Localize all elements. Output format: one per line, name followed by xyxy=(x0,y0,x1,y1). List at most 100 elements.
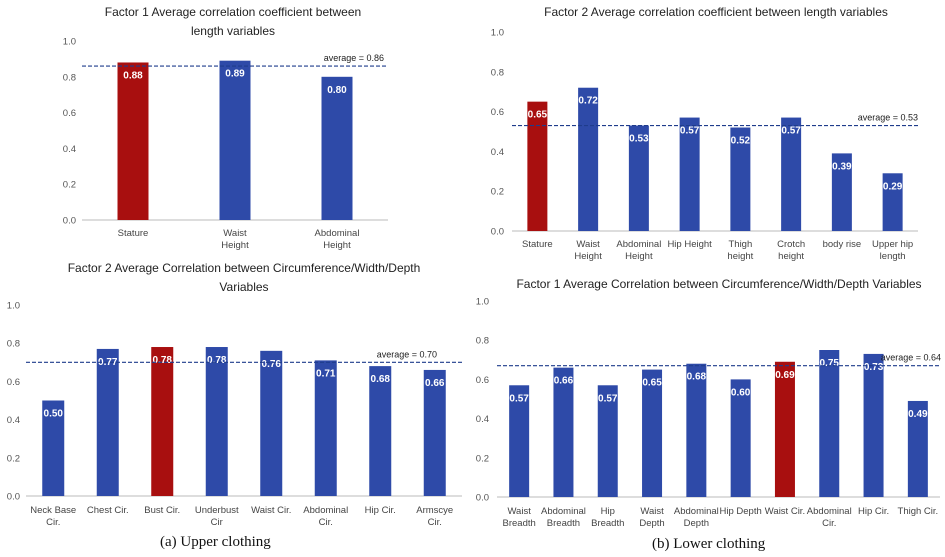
caption-upper-clothing: (a) Upper clothing xyxy=(160,534,271,550)
chart-upper-length-y-tick-label: 0.4 xyxy=(63,144,76,155)
chart-lower-circumference-bar xyxy=(597,385,618,497)
chart-upper-circumference-category-label: Bust Cir. xyxy=(144,505,180,516)
chart-upper-circumference-category-label: Cir. xyxy=(428,517,442,528)
chart-lower-circumference-y-tick-label: 0.4 xyxy=(476,414,489,425)
chart-upper-circumference-y-tick-label: 0.4 xyxy=(7,415,20,426)
chart-lower-length-category-label: Waist xyxy=(576,239,600,250)
chart-lower-length-category-label: height xyxy=(727,251,753,262)
chart-lower-length-bar xyxy=(679,117,700,231)
chart-lower-length-category-label: Stature xyxy=(522,239,553,250)
chart-lower-length-y-tick-label: 1.0 xyxy=(491,28,504,39)
chart-lower-circumference-category-label: Waist xyxy=(640,506,664,517)
chart-lower-circumference-data-label: 0.66 xyxy=(554,376,574,387)
chart-lower-circumference-category-label: Breadth xyxy=(503,518,536,529)
chart-upper-length-bar xyxy=(117,62,149,221)
chart-upper-length-title-line: length variables xyxy=(191,24,275,38)
chart-lower-length-bar xyxy=(730,127,751,231)
chart-lower-length-bar xyxy=(527,101,548,232)
chart-lower-length-bar xyxy=(628,125,649,231)
chart-upper-length-category-label: Stature xyxy=(118,228,149,239)
chart-lower-length-category-label: Thigh xyxy=(728,239,752,250)
chart-lower-length-title-line: Factor 2 Average correlation coefficient… xyxy=(544,5,888,19)
chart-upper-circumference-bar xyxy=(423,369,446,496)
chart-lower-circumference-y-tick-label: 0.2 xyxy=(476,453,489,464)
chart-upper-circumference-y-tick-label: 0.6 xyxy=(7,377,20,388)
chart-upper-circumference-data-label: 0.68 xyxy=(371,374,391,385)
chart-lower-circumference-bar xyxy=(907,400,928,497)
chart-upper-circumference-bar xyxy=(314,360,337,496)
chart-lower-length-data-label: 0.65 xyxy=(528,110,548,121)
chart-lower-length-data-label: 0.52 xyxy=(731,136,751,147)
chart-upper-circumference-category-label: Hip Cir. xyxy=(365,505,396,516)
chart-lower-circumference-y-tick-label: 1.0 xyxy=(476,297,489,308)
chart-upper-length-category-label: Height xyxy=(221,240,249,251)
chart-lower-length-data-label: 0.57 xyxy=(680,126,700,137)
chart-upper-circumference-title-line: Variables xyxy=(219,280,268,294)
chart-upper-circumference-bar xyxy=(42,400,65,496)
chart-upper-length-bar xyxy=(219,60,251,220)
chart-upper-circumference-bar xyxy=(205,347,228,496)
chart-upper-circumference-category-label: Neck Base xyxy=(30,505,76,516)
chart-lower-length-y-tick-label: 0.4 xyxy=(491,147,504,158)
chart-lower-circumference-data-label: 0.60 xyxy=(731,387,751,398)
chart-upper-circumference-y-tick-label: 0.8 xyxy=(7,339,20,350)
chart-lower-circumference-category-label: Depth xyxy=(684,518,709,529)
chart-upper-circumference-bar xyxy=(260,350,283,496)
chart-lower-length-bar xyxy=(578,87,599,231)
chart-lower-circumference-category-label: Breadth xyxy=(547,518,580,529)
chart-upper-circumference-data-label: 0.71 xyxy=(316,368,336,379)
chart-upper-circumference-category-label: Armscye xyxy=(416,505,453,516)
chart-upper-circumference-bar xyxy=(369,366,392,496)
chart-lower-length-data-label: 0.57 xyxy=(781,126,801,137)
chart-lower-circumference-bar xyxy=(642,369,663,497)
chart-lower-length-y-tick-label: 0.0 xyxy=(491,227,504,238)
chart-lower-length-category-label: height xyxy=(778,251,804,262)
chart-upper-length-y-tick-label: 0.6 xyxy=(63,108,76,119)
chart-lower-circumference-data-label: 0.69 xyxy=(775,370,795,381)
chart-lower-circumference-category-label: Waist xyxy=(507,506,531,517)
chart-lower-circumference-bar xyxy=(819,350,840,497)
chart-lower-circumference-data-label: 0.49 xyxy=(908,409,928,420)
chart-lower-circumference-bar xyxy=(863,353,884,497)
chart-upper-circumference-average-label: average = 0.70 xyxy=(377,349,437,359)
chart-upper-length-bar xyxy=(321,76,353,220)
chart-upper-circumference-category-label: Chest Cir. xyxy=(87,505,129,516)
chart-upper-length-y-tick-label: 0.0 xyxy=(63,216,76,227)
chart-upper-circumference-bar xyxy=(96,348,119,496)
chart-upper-length-y-tick-label: 0.2 xyxy=(63,180,76,191)
chart-lower-circumference-y-tick-label: 0.8 xyxy=(476,336,489,347)
chart-lower-circumference-category-label: Cir. xyxy=(822,518,836,529)
chart-upper-circumference-y-tick-label: 0.2 xyxy=(7,453,20,464)
chart-lower-circumference-category-label: Abdominal xyxy=(541,506,586,517)
chart-upper-circumference-data-label: 0.76 xyxy=(262,359,282,370)
chart-lower-length-average-label: average = 0.53 xyxy=(858,113,918,123)
chart-upper-length-average-label: average = 0.86 xyxy=(324,53,384,63)
chart-upper-length-data-label: 0.89 xyxy=(225,69,245,80)
chart-upper-circumference-y-tick-label: 0.0 xyxy=(7,492,20,503)
caption-lower-clothing: (b) Lower clothing xyxy=(652,536,766,552)
chart-upper-circumference-bar xyxy=(151,347,174,496)
chart-lower-length-category-label: Height xyxy=(574,251,602,262)
chart-upper-length-y-tick-label: 0.8 xyxy=(63,72,76,83)
chart-lower-circumference-average-label: average = 0.64 xyxy=(881,353,941,363)
chart-lower-circumference-title-line: Factor 1 Average Correlation between Cir… xyxy=(516,277,921,291)
chart-lower-circumference-data-label: 0.57 xyxy=(598,393,618,404)
chart-lower-circumference-bar xyxy=(686,363,707,497)
chart-lower-circumference-bar xyxy=(774,361,795,497)
chart-lower-circumference-data-label: 0.73 xyxy=(864,362,884,373)
chart-lower-length-category-label: Height xyxy=(625,251,653,262)
chart-lower-circumference-y-tick-label: 0.6 xyxy=(476,375,489,386)
chart-lower-circumference-data-label: 0.75 xyxy=(820,358,840,369)
chart-lower-circumference-data-label: 0.65 xyxy=(642,378,662,389)
chart-lower-circumference-category-label: Hip xyxy=(601,506,615,517)
chart-upper-circumference-data-label: 0.50 xyxy=(44,409,64,420)
chart-lower-length-bar xyxy=(882,173,903,231)
chart-lower-length-category-label: length xyxy=(880,251,906,262)
chart-upper-length-title-line: Factor 1 Average correlation coefficient… xyxy=(105,5,361,19)
chart-upper-length-data-label: 0.80 xyxy=(327,85,347,96)
chart-upper-circumference-data-label: 0.78 xyxy=(207,355,227,366)
chart-lower-length-data-label: 0.72 xyxy=(578,96,598,107)
chart-upper-circumference-title-line: Factor 2 Average Correlation between Cir… xyxy=(68,261,421,275)
chart-upper-circumference-y-tick-label: 1.0 xyxy=(7,301,20,312)
